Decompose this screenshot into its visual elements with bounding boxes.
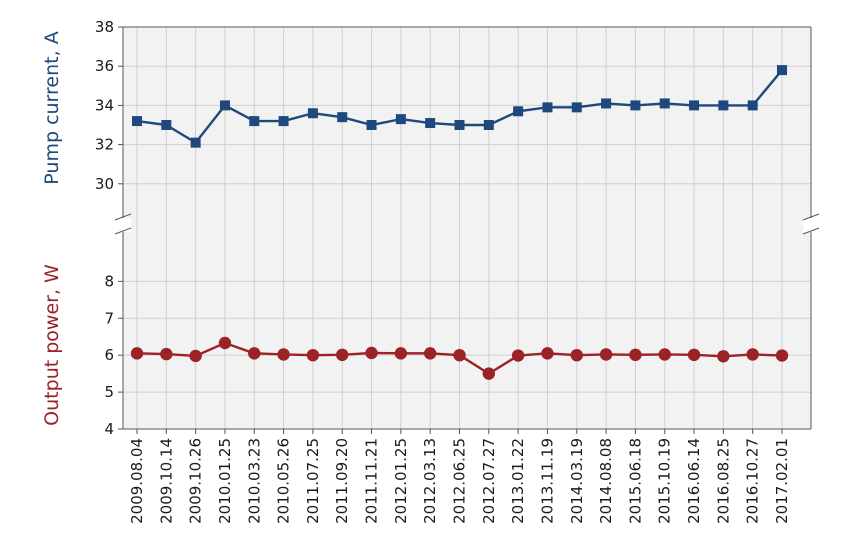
x-tick-label: 2013.01.22 (509, 438, 527, 524)
x-tick-label: 2010.03.23 (245, 438, 263, 524)
series-layer (130, 65, 789, 380)
x-tick-label: 2012.01.25 (392, 438, 410, 524)
x-tick-label: 2014.08.08 (597, 438, 615, 524)
x-tick-label: 2009.08.04 (128, 438, 146, 524)
y-tick-label: 4 (104, 420, 114, 438)
pump-current-point (513, 106, 524, 117)
axis-break-gap (115, 218, 131, 232)
x-tick-label: 2009.10.14 (157, 438, 175, 524)
axis-break-mark (802, 227, 820, 235)
output-power-point (687, 348, 701, 362)
pump-current-point (278, 116, 289, 127)
y-tick-label: 8 (104, 272, 114, 290)
x-tick-label: 2012.03.13 (421, 438, 439, 524)
pump-current-point (483, 120, 494, 130)
pump-current-point (366, 120, 377, 130)
y-tick-label: 36 (95, 57, 114, 75)
pump-current-point (454, 120, 465, 130)
pump-current-point (395, 114, 406, 125)
x-tick-label: 2011.09.20 (333, 438, 351, 524)
pump-current-point (777, 65, 787, 76)
output-power-point (277, 348, 290, 361)
plot-frame (114, 26, 820, 434)
pump-current-point (571, 102, 582, 113)
pump-current-point (132, 116, 142, 127)
pump-current-point (689, 100, 700, 111)
x-tick-label: 2014.03.19 (568, 438, 586, 524)
x-tick-label: 2012.06.25 (451, 438, 469, 524)
pump-current-point (337, 112, 348, 123)
y-tick-label: 34 (95, 96, 114, 114)
pump-current-point (249, 116, 260, 127)
plot-area (123, 27, 811, 429)
x-tick-label: 2016.08.25 (714, 438, 732, 524)
output-power-point (336, 348, 349, 362)
output-power-point (394, 347, 408, 360)
output-power-point (629, 348, 642, 362)
x-tick-label: 2011.11.21 (363, 438, 381, 524)
output-power-point (248, 347, 261, 360)
output-power-point (775, 349, 789, 362)
output-power-point (717, 350, 730, 363)
y-tick-label: 7 (104, 309, 114, 327)
axis-break-mark (802, 213, 820, 221)
grid (123, 26, 811, 429)
output-power-point (599, 348, 613, 361)
y-tick-label: 6 (104, 346, 114, 364)
x-tick-labels: 2009.08.04 2009.10.14 2009.10.26 2010.01.25… (128, 438, 791, 524)
pump-current-point (307, 108, 318, 119)
x-tick-label: 2016.06.14 (685, 438, 703, 524)
pump-current-point (190, 137, 201, 148)
pump-current-point (161, 120, 172, 130)
output-power-point (365, 346, 378, 360)
axis-break-mark (114, 227, 132, 235)
x-tick-label: 2017.02.01 (773, 438, 791, 524)
pump-current-point (718, 100, 729, 111)
output-power-point (658, 348, 671, 361)
pump-current-point (542, 102, 553, 113)
output-power-point (130, 347, 144, 360)
output-power-point (160, 347, 173, 361)
output-power-point (453, 348, 466, 362)
x-tick-label: 2013.11.19 (538, 438, 556, 524)
pump-current-point (630, 100, 641, 111)
x-tick-label: 2011.07.25 (304, 438, 322, 524)
output-power-point (218, 336, 232, 350)
pump-current-point (425, 118, 436, 129)
x-tick-label: 2015.06.18 (626, 438, 644, 524)
y-tick-label: 30 (95, 175, 114, 193)
x-tick-label: 2012.07.27 (480, 438, 498, 524)
x-tick-label: 2015.10.19 (656, 438, 674, 524)
output-power-point (541, 347, 554, 360)
output-power-point (306, 348, 320, 362)
x-tick-label: 2010.05.26 (275, 438, 293, 524)
y-tick-label: 5 (104, 383, 114, 401)
x-tick-label: 2009.10.26 (187, 438, 205, 524)
output-power-point (746, 348, 759, 361)
y-axis-label-pump-current: Pump current, A (41, 31, 63, 184)
output-power-point (570, 348, 583, 362)
output-power-point (482, 367, 496, 380)
output-power-point (189, 349, 202, 363)
axis-break-mark (114, 213, 132, 221)
output-power-point (511, 349, 525, 362)
pump-current-point (747, 100, 758, 111)
y-tick-label: 32 (95, 136, 114, 154)
axis-break-gap (803, 218, 819, 232)
pump-current-point (601, 98, 612, 109)
pump-current-point (659, 98, 670, 109)
output-power-point (423, 347, 437, 360)
pump-current-point (219, 100, 230, 111)
x-tick-label: 2016.10.27 (744, 438, 762, 524)
y-tick-labels: 30 32 34 36 38 4 5 6 7 8 (95, 18, 114, 438)
y-tick-label: 38 (95, 18, 114, 36)
x-tick-label: 2010.01.25 (216, 438, 234, 524)
y-axis-label-output-power: Output power, W (41, 264, 63, 426)
